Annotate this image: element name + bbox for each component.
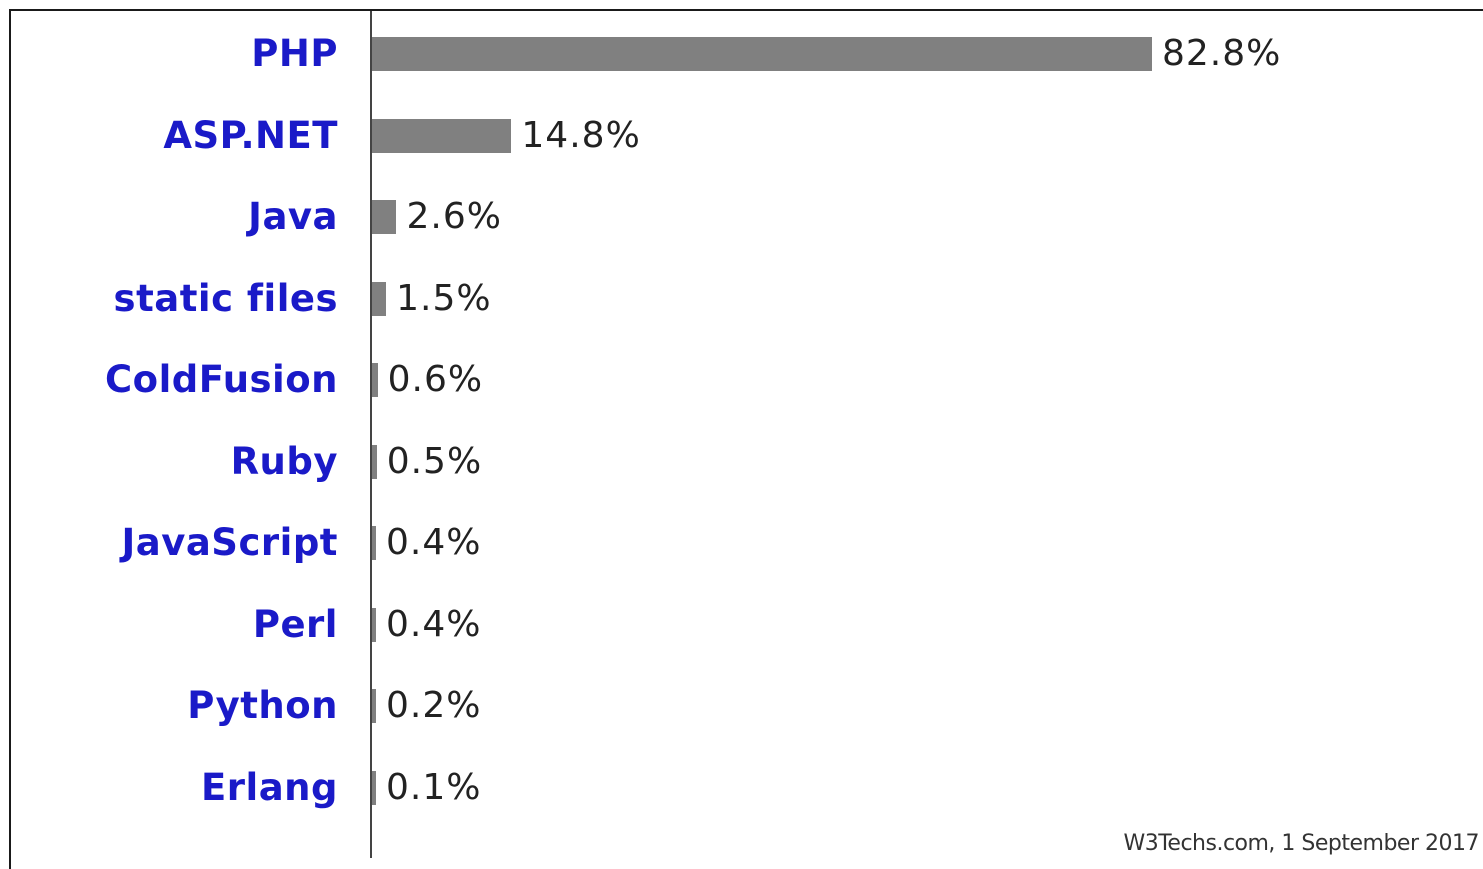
bar xyxy=(372,771,376,805)
category-label[interactable]: Java xyxy=(248,194,338,240)
bar xyxy=(372,37,1152,71)
value-label: 0.4% xyxy=(386,602,481,648)
bar xyxy=(372,689,376,723)
value-label: 0.6% xyxy=(388,357,483,403)
value-label: 2.6% xyxy=(406,194,501,240)
value-label: 0.5% xyxy=(387,439,482,485)
bar xyxy=(372,119,511,153)
category-label[interactable]: PHP xyxy=(251,31,338,77)
bar xyxy=(372,608,376,642)
category-label[interactable]: static files xyxy=(114,276,338,322)
source-note: W3Techs.com, 1 September 2017 xyxy=(1123,831,1479,856)
value-label: 0.2% xyxy=(386,683,481,729)
category-label[interactable]: Erlang xyxy=(201,765,338,811)
value-label: 1.5% xyxy=(396,276,491,322)
value-label: 0.4% xyxy=(386,520,481,566)
category-label[interactable]: ASP.NET xyxy=(163,113,338,159)
bar xyxy=(372,363,378,397)
category-label[interactable]: ColdFusion xyxy=(105,357,338,403)
bar xyxy=(372,445,377,479)
category-label[interactable]: JavaScript xyxy=(121,520,338,566)
bar xyxy=(372,200,396,234)
bar xyxy=(372,526,376,560)
value-label: 0.1% xyxy=(386,765,481,811)
category-label[interactable]: Perl xyxy=(253,602,338,648)
value-label: 14.8% xyxy=(521,113,640,159)
value-label: 82.8% xyxy=(1162,31,1281,77)
category-label[interactable]: Ruby xyxy=(231,439,338,485)
category-label[interactable]: Python xyxy=(187,683,338,729)
bar xyxy=(372,282,386,316)
